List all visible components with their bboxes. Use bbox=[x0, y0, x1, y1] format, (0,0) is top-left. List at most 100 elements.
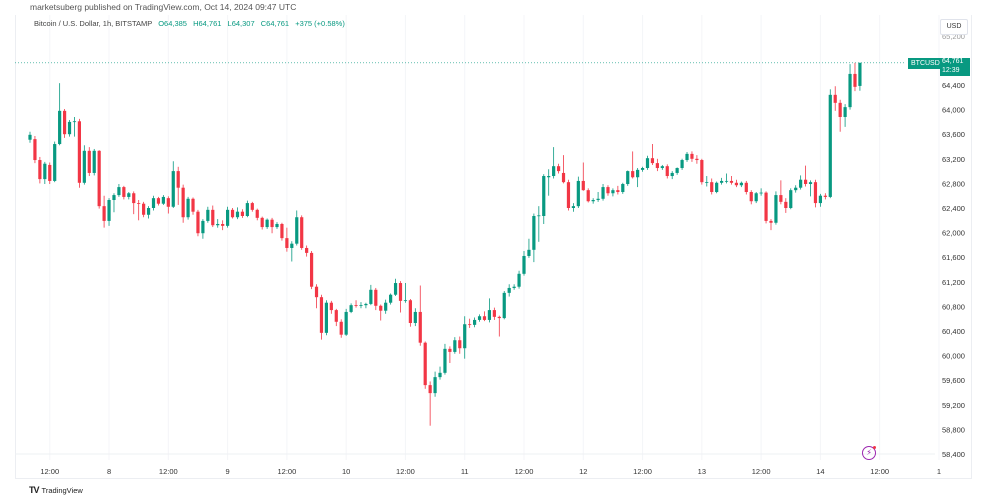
candle bbox=[275, 222, 279, 229]
last-price-badge: 64,761 12:39 bbox=[940, 58, 970, 76]
candle bbox=[784, 198, 788, 213]
candle-body bbox=[384, 302, 388, 311]
candle bbox=[156, 196, 161, 206]
candle bbox=[146, 206, 151, 219]
candle bbox=[191, 197, 195, 215]
lightning-icon[interactable]: ⚡︎ bbox=[862, 446, 876, 460]
candle-body bbox=[250, 203, 254, 210]
candle-body bbox=[818, 195, 822, 204]
price-tick-label: 61,600 bbox=[942, 253, 965, 262]
candle-body bbox=[492, 310, 496, 317]
time-tick-label: 10 bbox=[342, 467, 350, 476]
candle-body bbox=[537, 215, 541, 217]
candle-body bbox=[374, 289, 378, 306]
candle-body bbox=[181, 187, 185, 218]
candle-body bbox=[117, 187, 121, 196]
candle bbox=[645, 155, 650, 170]
candle bbox=[552, 147, 556, 179]
candle-body bbox=[334, 310, 338, 322]
candle bbox=[235, 207, 240, 220]
candle bbox=[176, 166, 180, 205]
candle-body bbox=[744, 182, 748, 193]
candle bbox=[181, 184, 185, 223]
candle bbox=[359, 302, 363, 309]
candle bbox=[507, 284, 511, 297]
candle bbox=[813, 179, 818, 208]
candle bbox=[384, 299, 388, 314]
candle-body bbox=[280, 223, 284, 239]
candle bbox=[428, 381, 432, 426]
time-tick-label: 8 bbox=[107, 467, 111, 476]
candle-body bbox=[616, 190, 620, 193]
candle bbox=[433, 371, 437, 397]
candle-body bbox=[67, 121, 72, 135]
candle-body bbox=[201, 220, 205, 234]
candle-body bbox=[393, 283, 398, 295]
candle-body bbox=[764, 192, 768, 221]
candle bbox=[764, 191, 768, 224]
candle-body bbox=[206, 209, 210, 221]
candle-body bbox=[344, 311, 348, 335]
candle-body bbox=[300, 217, 304, 248]
candle bbox=[601, 184, 605, 201]
candle bbox=[255, 208, 259, 221]
candle bbox=[818, 193, 822, 207]
candle bbox=[107, 198, 111, 226]
candle bbox=[117, 184, 121, 197]
candle-body bbox=[230, 209, 235, 218]
candle-body bbox=[473, 319, 477, 325]
candle bbox=[739, 181, 743, 188]
price-tick-label: 63,200 bbox=[942, 155, 965, 164]
candle-body bbox=[58, 110, 62, 145]
candle bbox=[547, 169, 551, 196]
candle-body bbox=[240, 211, 245, 216]
candle bbox=[591, 198, 595, 204]
candle-body bbox=[803, 179, 808, 185]
candle-body bbox=[77, 121, 81, 183]
candle-body bbox=[324, 302, 328, 333]
open-value: O64,385 bbox=[158, 19, 187, 28]
candle-body bbox=[502, 292, 506, 319]
candle-body bbox=[309, 252, 314, 287]
currency-button[interactable]: USD bbox=[940, 19, 968, 35]
candle-body bbox=[28, 134, 32, 140]
price-tick-label: 64,400 bbox=[942, 81, 965, 90]
candle-body bbox=[290, 243, 294, 248]
candle-body bbox=[813, 182, 818, 204]
candle bbox=[127, 192, 131, 200]
candle bbox=[675, 167, 679, 175]
candle bbox=[339, 319, 343, 338]
price-tick-label: 60,800 bbox=[942, 302, 965, 311]
candle bbox=[596, 192, 600, 202]
candle bbox=[803, 165, 808, 187]
candle bbox=[206, 206, 210, 223]
candle-body bbox=[621, 184, 625, 193]
candle bbox=[245, 200, 249, 218]
candle-body bbox=[487, 310, 492, 320]
candle-body bbox=[853, 73, 857, 87]
candle-body bbox=[418, 311, 422, 343]
candle bbox=[72, 116, 77, 137]
candle bbox=[665, 164, 669, 179]
candle bbox=[769, 219, 773, 231]
candle-body bbox=[260, 217, 264, 228]
candle bbox=[482, 311, 487, 322]
candle-body bbox=[48, 164, 52, 181]
candle-body bbox=[754, 193, 758, 202]
candle-body bbox=[522, 255, 526, 274]
candle-body bbox=[428, 385, 432, 394]
tradingview-logo[interactable]: TV TradingView bbox=[29, 485, 83, 495]
candle-body bbox=[82, 150, 86, 183]
candle bbox=[112, 193, 116, 213]
candle bbox=[477, 314, 482, 322]
candle bbox=[453, 337, 457, 354]
candle bbox=[779, 180, 783, 205]
candle bbox=[789, 188, 793, 210]
candle-body bbox=[715, 182, 719, 193]
candle bbox=[512, 284, 516, 290]
candle-body bbox=[72, 121, 77, 123]
candle bbox=[720, 177, 724, 185]
price-tick-label: 59,200 bbox=[942, 401, 965, 410]
symbol-legend: Bitcoin / U.S. Dollar, 1h, BITSTAMP O64,… bbox=[34, 19, 345, 28]
